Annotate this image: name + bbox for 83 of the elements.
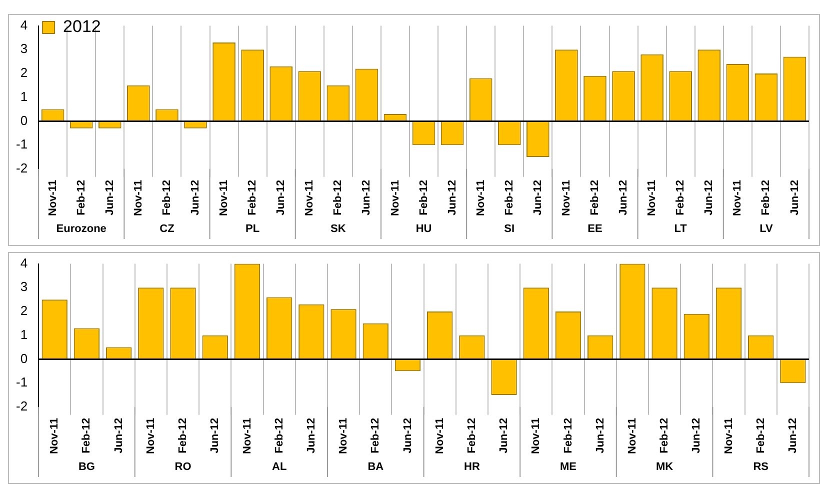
x-tick-label: Nov-11 <box>434 418 446 454</box>
y-tick-label: 1 <box>20 326 28 342</box>
x-tick-label: Nov-11 <box>338 418 350 454</box>
y-tick-label: 3 <box>20 41 28 56</box>
text: AL <box>272 461 287 474</box>
x-tick-label: Nov-11 <box>389 180 402 216</box>
x-tick-label: Feb-12 <box>418 180 430 216</box>
y-tick-label: 0 <box>20 350 28 366</box>
text: HU <box>416 223 432 236</box>
x-tick-label: Jun-12 <box>786 418 799 454</box>
y-tick-label: -2 <box>16 160 28 176</box>
x-tick-label: Feb-12 <box>754 418 767 454</box>
text: SI <box>504 223 515 236</box>
x-tick-label: Jun-12 <box>402 418 414 454</box>
x-tick-label: Feb-12 <box>177 418 190 454</box>
x-tick-label: Jun-12 <box>104 180 116 216</box>
x-tick-label: Feb-12 <box>273 418 286 454</box>
x-tick-label: Nov-11 <box>646 180 658 216</box>
x-tick-label: Feb-12 <box>760 180 772 216</box>
x-tick-label: Nov-11 <box>46 180 59 216</box>
y-tick-label: 2 <box>20 303 28 318</box>
text: BA <box>368 461 384 474</box>
x-tick-label: Feb-12 <box>80 418 93 454</box>
x-tick-label: Feb-12 <box>658 418 671 454</box>
text: CZ <box>160 223 175 236</box>
x-tick-label: Jun-12 <box>446 180 458 216</box>
x-tick-label: Nov-11 <box>732 180 744 216</box>
x-tick-label: Jun-12 <box>703 180 716 216</box>
y-tick-label: -1 <box>16 374 28 390</box>
legend-label: 2012 <box>63 17 101 36</box>
x-tick-label: Feb-12 <box>160 180 173 216</box>
x-tick-label: Feb-12 <box>589 180 602 216</box>
x-tick-label: Feb-12 <box>562 418 574 454</box>
x-tick-label: Nov-11 <box>48 418 61 454</box>
x-tick-label: Jun-12 <box>788 180 801 216</box>
x-tick-label: Nov-11 <box>560 180 572 216</box>
x-tick-label: Jun-12 <box>532 180 544 216</box>
y-tick-label: 4 <box>20 255 28 270</box>
x-tick-label: Nov-11 <box>474 180 487 216</box>
x-tick-label: Jun-12 <box>209 418 222 454</box>
x-tick-label: Feb-12 <box>674 180 687 216</box>
y-tick-label: -1 <box>16 136 28 152</box>
y-tick-label: 1 <box>20 88 28 104</box>
x-tick-label: Jun-12 <box>594 418 606 454</box>
y-tick-label: -2 <box>16 398 28 414</box>
x-tick-label: Nov-11 <box>144 418 157 454</box>
x-tick-label: Nov-11 <box>626 418 638 454</box>
text: LT <box>674 223 688 236</box>
x-tick-label: Jun-12 <box>690 418 703 454</box>
text: LV <box>760 223 774 236</box>
text: RO <box>174 461 192 474</box>
text: HR <box>464 461 480 474</box>
x-tick-label: Feb-12 <box>246 180 259 216</box>
x-tick-label: Jun-12 <box>112 418 125 454</box>
text: SK <box>330 223 346 236</box>
x-tick-label: Nov-11 <box>304 180 316 216</box>
text: ME <box>560 461 576 474</box>
y-tick-label: 2 <box>20 65 28 80</box>
x-tick-label: Jun-12 <box>190 180 202 216</box>
x-tick-label: Jun-12 <box>305 418 318 454</box>
x-tick-label: Jun-12 <box>360 180 373 216</box>
x-tick-label: Feb-12 <box>332 180 344 216</box>
x-tick-label: Jun-12 <box>275 180 288 216</box>
y-tick-label: 3 <box>20 279 28 294</box>
x-tick-label: Nov-11 <box>218 180 230 216</box>
text: Eurozone <box>56 223 106 236</box>
text: MK <box>656 461 674 474</box>
x-tick-label: Feb-12 <box>466 418 478 454</box>
text: EE <box>588 223 602 236</box>
x-tick-label: Nov-11 <box>241 418 254 454</box>
text: PL <box>246 223 260 236</box>
x-tick-label: Nov-11 <box>530 418 542 454</box>
x-tick-label: Nov-11 <box>722 418 735 454</box>
text: RS <box>753 461 768 474</box>
x-tick-label: Feb-12 <box>75 180 88 216</box>
x-tick-label: Jun-12 <box>498 418 510 454</box>
x-tick-label: Jun-12 <box>618 180 630 216</box>
text: BG <box>78 461 95 474</box>
x-tick-label: Nov-11 <box>132 180 144 216</box>
x-tick-label: Feb-12 <box>370 418 382 454</box>
y-tick-label: 4 <box>20 17 28 32</box>
x-tick-label: Feb-12 <box>503 180 516 216</box>
y-tick-label: 0 <box>20 112 28 128</box>
